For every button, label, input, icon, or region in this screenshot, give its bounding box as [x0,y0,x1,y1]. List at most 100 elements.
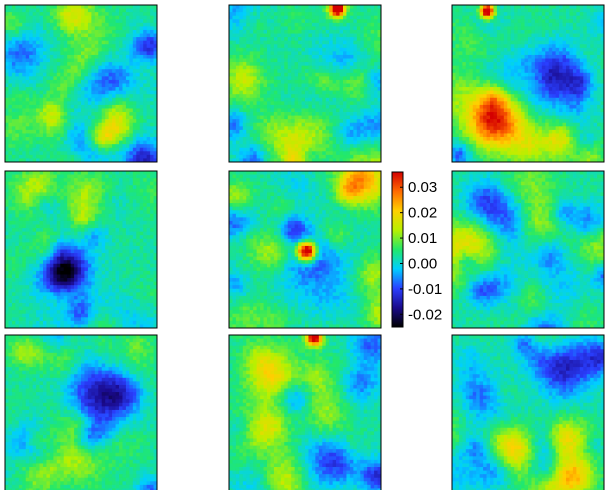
heatmap-cell [43,108,47,112]
heatmap-cell [8,76,12,80]
heatmap-cell [95,19,99,23]
heatmap-cell [133,16,137,20]
heatmap-cell [109,137,113,141]
heatmap-cell [129,94,133,98]
heatmap-cell [60,101,64,105]
heatmap-cell [143,66,147,70]
heatmap-cell [15,108,19,112]
heatmap-cell [91,55,95,59]
heatmap-cell [88,23,92,27]
heatmap-cell [105,23,109,27]
heatmap-cell [67,34,71,38]
heatmap-cell [122,130,126,134]
heatmap-cell [40,119,44,123]
heatmap-cell [53,116,57,120]
heatmap-cell [147,112,151,116]
heatmap-cell [147,30,151,34]
heatmap-cell [74,12,78,16]
heatmap-cell [43,55,47,59]
heatmap-cell [5,19,9,23]
heatmap-cell [84,34,88,38]
heatmap-cell [95,66,99,70]
heatmap-cell [105,55,109,59]
heatmap-cell [112,80,116,84]
heatmap-cell [33,51,37,55]
heatmap-cell [19,141,23,145]
heatmap-cell [29,26,33,30]
heatmap-cell [95,105,99,109]
heatmap-cell [91,62,95,66]
heatmap-cell [112,51,116,55]
heatmap-cell [78,130,82,134]
heatmap-cell [109,26,113,30]
heatmap-cell [143,59,147,63]
heatmap-cell [60,108,64,112]
heatmap-cell [53,48,57,52]
heatmap-cell [84,101,88,105]
heatmap-cell [36,69,40,73]
heatmap-cell [43,69,47,73]
heatmap-cell [46,84,50,88]
heatmap-cell [19,94,23,98]
heatmap-cell [81,30,85,34]
heatmap-cell [98,112,102,116]
heatmap-cell [78,73,82,77]
heatmap-cell [5,105,9,109]
heatmap-cell [22,66,26,70]
heatmap-cell [26,19,30,23]
heatmap-cell [74,80,78,84]
heatmap-cell [22,105,26,109]
heatmap-cell [36,130,40,134]
heatmap-cell [57,119,61,123]
heatmap-cell [5,116,9,120]
heatmap-cell [143,141,147,145]
heatmap-cell [15,87,19,91]
heatmap-cell [95,48,99,52]
heatmap-cell [136,16,140,20]
heatmap-cell [8,5,12,9]
heatmap-cell [143,37,147,41]
heatmap-cell [98,69,102,73]
heatmap-cell [64,30,68,34]
heatmap-cell [40,73,44,77]
heatmap-cell [84,76,88,80]
heatmap-cell [129,84,133,88]
heatmap-cell [74,141,78,145]
heatmap-cell [57,41,61,45]
heatmap-cell [95,98,99,102]
heatmap-cell [12,37,16,41]
heatmap-cell [88,137,92,141]
heatmap-cell [88,126,92,130]
heatmap-cell [133,108,137,112]
heatmap-cell [12,84,16,88]
heatmap-cell [64,119,68,123]
heatmap-cell [67,16,71,20]
heatmap-cell [22,94,26,98]
heatmap-cell [136,62,140,66]
heatmap-cell [109,19,113,23]
heatmap-cell [126,51,130,55]
heatmap-cell [105,112,109,116]
heatmap-cell [67,116,71,120]
heatmap-cell [112,12,116,16]
heatmap-cell [126,108,130,112]
heatmap-cell [136,98,140,102]
heatmap-cell [129,62,133,66]
heatmap-cell [105,91,109,95]
heatmap-cell [29,119,33,123]
heatmap-cell [74,26,78,30]
heatmap-cell [53,137,57,141]
heatmap-cell [88,16,92,20]
heatmap-cell [98,137,102,141]
heatmap-cell [12,87,16,91]
heatmap-cell [50,16,54,20]
heatmap-cell [19,119,23,123]
heatmap-cell [129,41,133,45]
heatmap-cell [43,123,47,127]
heatmap-cell [8,116,12,120]
heatmap-cell [143,48,147,52]
heatmap-cell [53,76,57,80]
heatmap-cell [91,51,95,55]
heatmap-cell [74,37,78,41]
heatmap-cell [36,26,40,30]
